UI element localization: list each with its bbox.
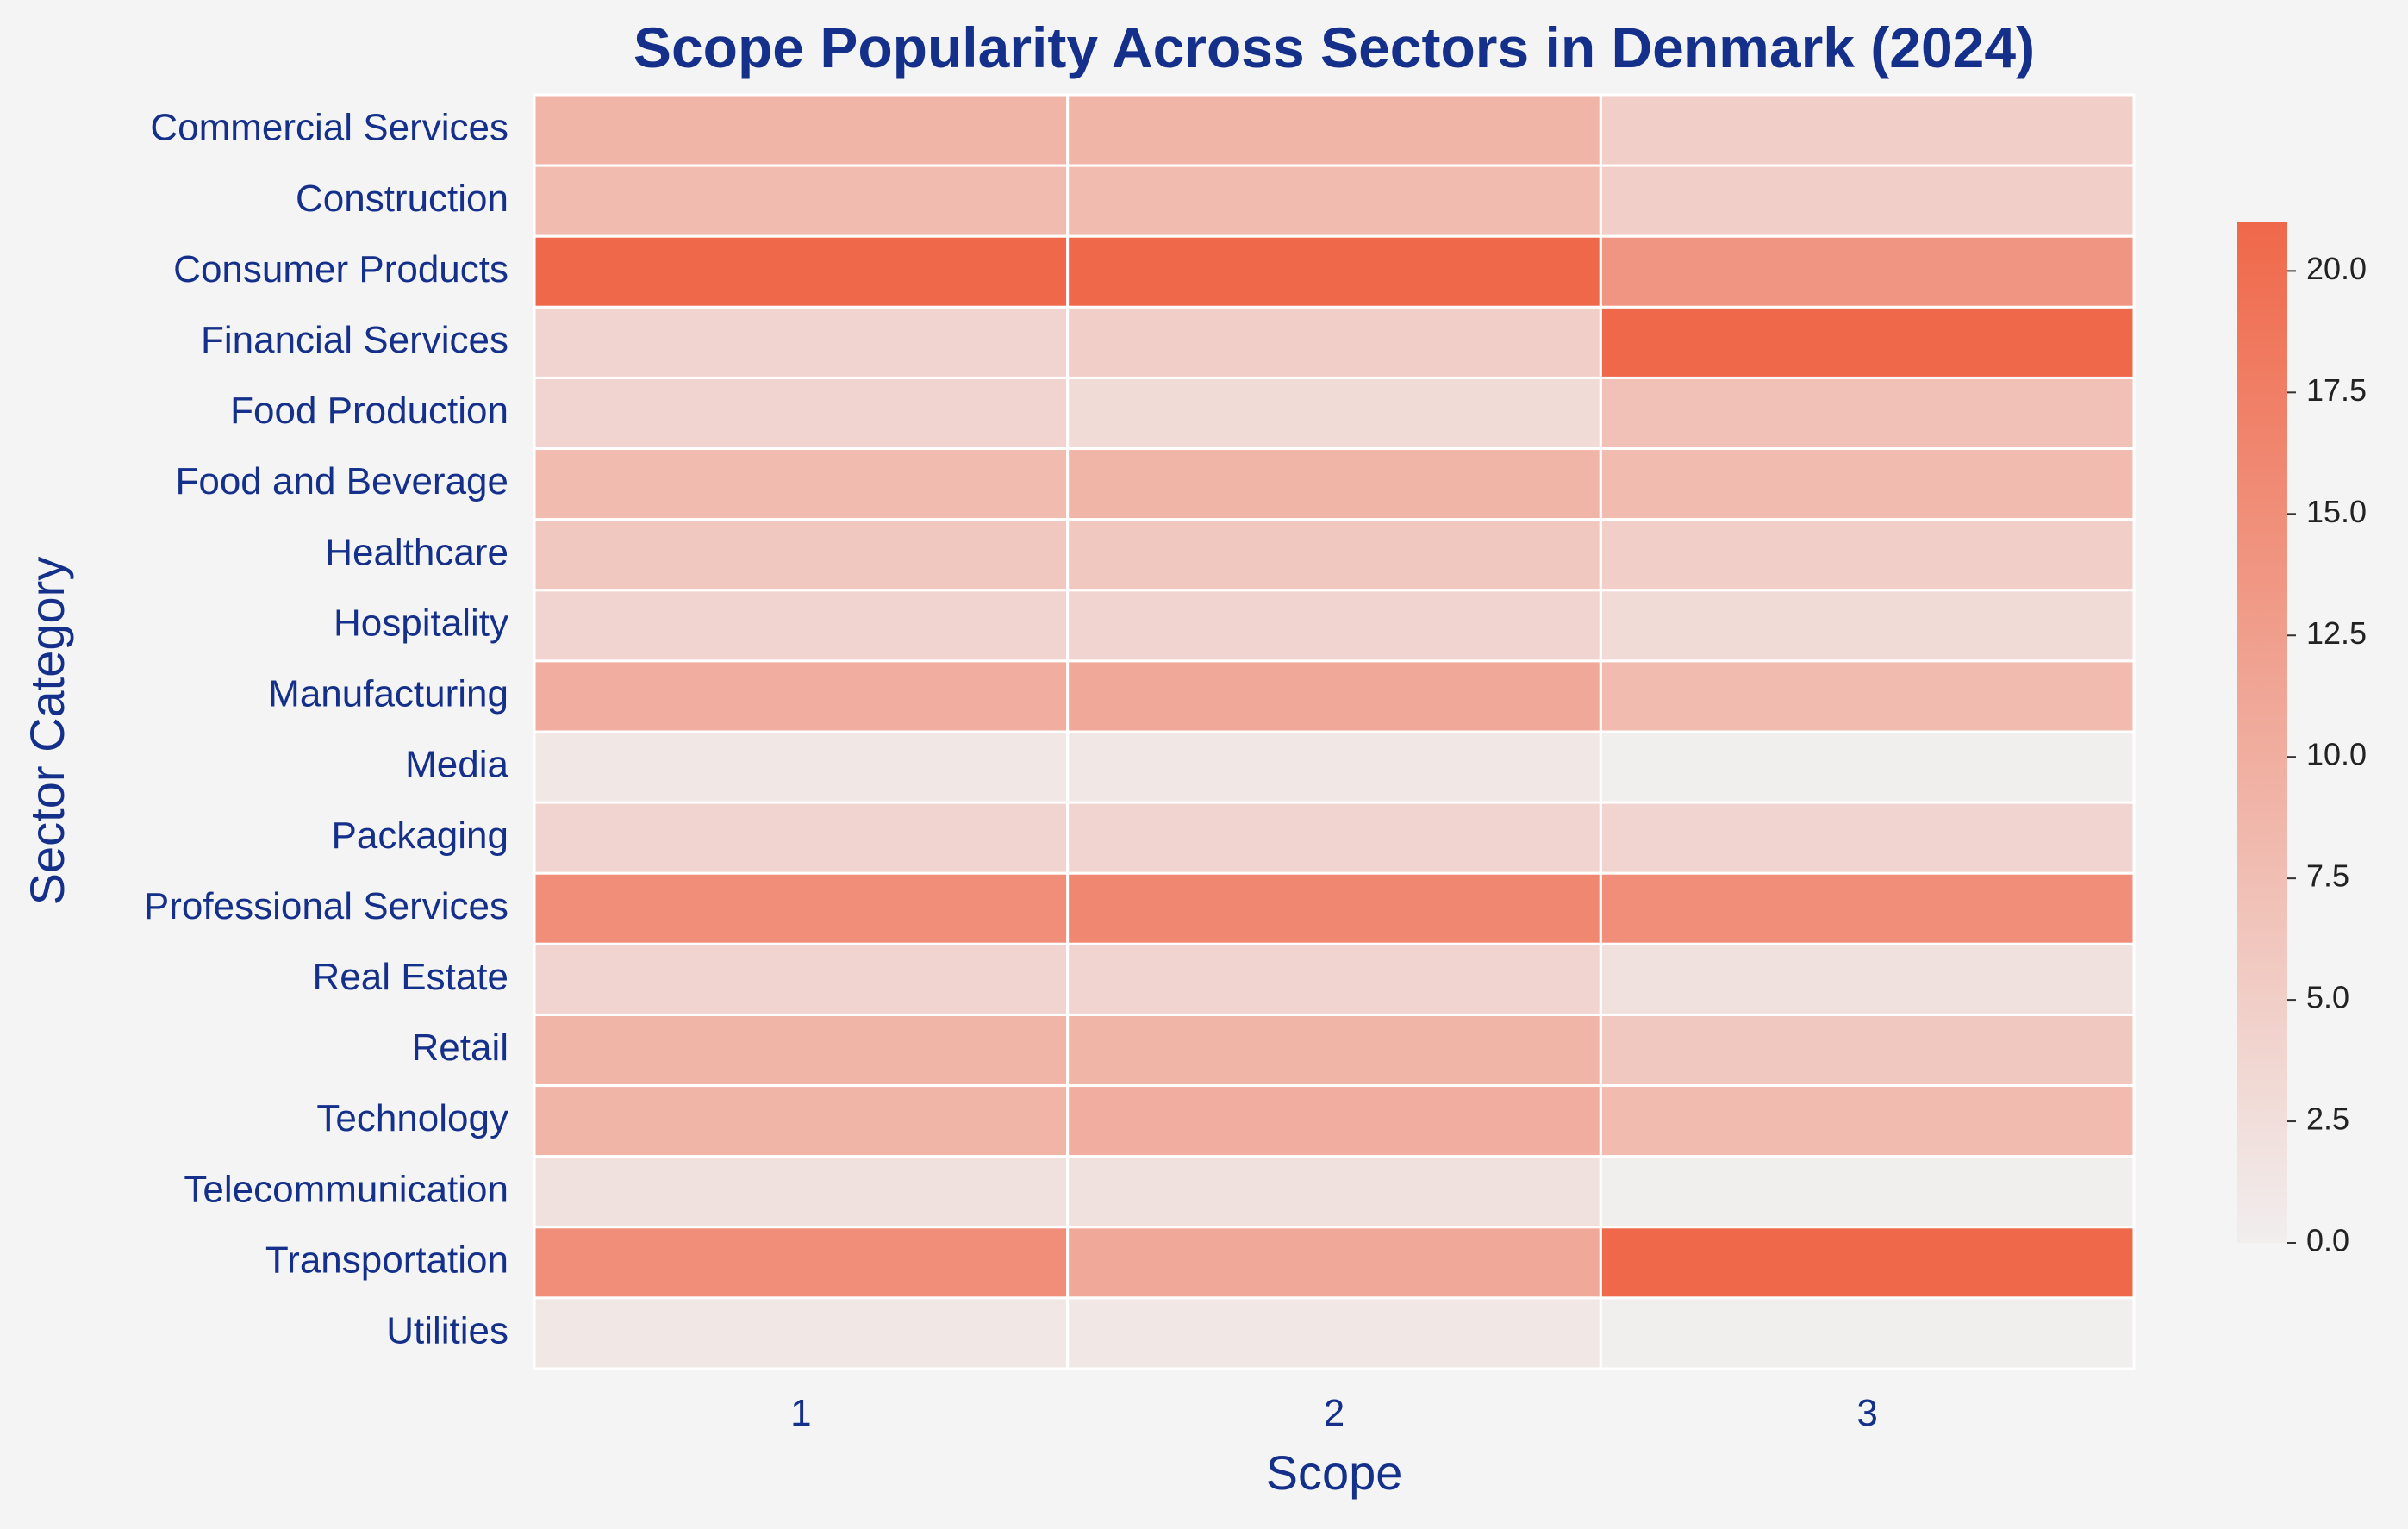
y-tick-label: Construction bbox=[296, 178, 508, 220]
heatmap-cell bbox=[1066, 659, 1602, 733]
y-tick-label: Financial Services bbox=[201, 319, 508, 361]
heatmap-cell bbox=[1599, 1013, 2136, 1088]
heatmap-cell bbox=[1599, 234, 2136, 309]
y-tick-label: Retail bbox=[412, 1027, 509, 1069]
x-tick-label: 1 bbox=[790, 1392, 811, 1434]
y-tick-label: Food Production bbox=[230, 390, 508, 432]
heatmap-cell bbox=[533, 518, 1070, 592]
heatmap-cell bbox=[1066, 305, 1602, 379]
heatmap-cell bbox=[1066, 1226, 1602, 1300]
heatmap-cell bbox=[1599, 589, 2136, 663]
chart-title: Scope Popularity Across Sectors in Denma… bbox=[633, 16, 2035, 79]
y-tick-label: Consumer Products bbox=[173, 248, 508, 290]
heatmap-cell bbox=[533, 1226, 1070, 1300]
heatmap-cell bbox=[1066, 589, 1602, 663]
heatmap-cell bbox=[1066, 1084, 1602, 1158]
heatmap-cells bbox=[533, 93, 2136, 1370]
heatmap-cell bbox=[1599, 1155, 2136, 1229]
heatmap-cell bbox=[533, 942, 1070, 1016]
colorbar-tick-label: 12.5 bbox=[2306, 615, 2367, 651]
y-tick-label: Food and Beverage bbox=[175, 460, 508, 502]
y-tick-label: Hospitality bbox=[334, 602, 508, 644]
heatmap-cell bbox=[533, 871, 1070, 945]
colorbar-tick-label: 2.5 bbox=[2306, 1102, 2349, 1137]
y-tick-label: Telecommunication bbox=[184, 1168, 508, 1210]
heatmap-cell bbox=[1599, 1296, 2136, 1370]
colorbar-gradient bbox=[2237, 222, 2287, 1243]
heatmap-cell bbox=[1599, 1226, 2136, 1300]
y-tick-labels: Commercial Services Construction Consumer … bbox=[144, 107, 509, 1352]
y-tick-label: Packaging bbox=[332, 814, 508, 857]
y-tick-label: Manufacturing bbox=[268, 673, 508, 715]
y-tick-label: Media bbox=[405, 744, 508, 786]
colorbar-tick-label: 0.0 bbox=[2306, 1223, 2349, 1258]
heatmap-cell bbox=[533, 1084, 1070, 1158]
heatmap-cell bbox=[1066, 871, 1602, 945]
y-tick-label: Technology bbox=[316, 1097, 508, 1139]
colorbar-tick-label: 5.0 bbox=[2306, 980, 2349, 1015]
y-tick-label: Professional Services bbox=[144, 885, 508, 927]
colorbar-tick-label: 17.5 bbox=[2306, 372, 2367, 408]
heatmap-cell bbox=[1599, 305, 2136, 379]
heatmap-cell bbox=[1599, 730, 2136, 804]
heatmap-cell bbox=[533, 164, 1070, 238]
x-tick-labels: 1 2 3 bbox=[790, 1392, 1878, 1434]
colorbar: 0.0 2.5 5.0 7.5 10.0 12.5 15.0 17.5 20.0 bbox=[2237, 222, 2367, 1258]
heatmap-cell bbox=[1066, 93, 1602, 167]
heatmap-cell bbox=[1599, 1084, 2136, 1158]
colorbar-tick-label: 10.0 bbox=[2306, 737, 2367, 772]
heatmap-cell bbox=[1066, 164, 1602, 238]
heatmap-cell bbox=[1066, 1013, 1602, 1088]
heatmap-cell bbox=[1066, 730, 1602, 804]
heatmap-cell bbox=[1066, 1155, 1602, 1229]
heatmap-cell bbox=[533, 589, 1070, 663]
heatmap-cell bbox=[533, 93, 1070, 167]
heatmap-cell bbox=[1599, 871, 2136, 945]
heatmap-cell bbox=[1599, 942, 2136, 1016]
heatmap-cell bbox=[533, 447, 1070, 521]
y-tick-label: Commercial Services bbox=[150, 107, 508, 149]
heatmap-cell bbox=[1066, 801, 1602, 875]
heatmap-cell bbox=[533, 1155, 1070, 1229]
x-tick-label: 3 bbox=[1856, 1392, 1877, 1434]
y-tick-label: Healthcare bbox=[325, 531, 508, 573]
heatmap-cell bbox=[533, 234, 1070, 309]
heatmap-cell bbox=[1066, 1296, 1602, 1370]
colorbar-tick-label: 7.5 bbox=[2306, 858, 2349, 894]
colorbar-tick-label: 15.0 bbox=[2306, 494, 2367, 529]
heatmap-cell bbox=[1599, 447, 2136, 521]
heatmap-cell bbox=[533, 801, 1070, 875]
heatmap-cell bbox=[533, 305, 1070, 379]
y-tick-label: Utilities bbox=[386, 1310, 508, 1352]
heatmap-cell bbox=[533, 1013, 1070, 1088]
heatmap-cell bbox=[1599, 164, 2136, 238]
heatmap-cell bbox=[1599, 376, 2136, 451]
x-axis-label: Scope bbox=[1266, 1445, 1403, 1500]
y-tick-label: Transportation bbox=[265, 1239, 508, 1281]
heatmap-cell bbox=[533, 659, 1070, 733]
heatmap-cell bbox=[1599, 518, 2136, 592]
heatmap-cell bbox=[1599, 659, 2136, 733]
heatmap-cell bbox=[1066, 942, 1602, 1016]
y-tick-label: Real Estate bbox=[313, 956, 508, 998]
x-tick-label: 2 bbox=[1324, 1392, 1344, 1434]
y-axis-label: Sector Category bbox=[20, 557, 74, 906]
colorbar-tick-label: 20.0 bbox=[2306, 251, 2367, 286]
heatmap-cell bbox=[533, 730, 1070, 804]
heatmap-cell bbox=[533, 1296, 1070, 1370]
heatmap-cell bbox=[533, 376, 1070, 451]
heatmap-cell bbox=[1066, 376, 1602, 451]
heatmap-cell bbox=[1599, 801, 2136, 875]
heatmap-cell bbox=[1066, 447, 1602, 521]
heatmap-cell bbox=[1066, 234, 1602, 309]
heatmap-cell bbox=[1066, 518, 1602, 592]
heatmap-cell bbox=[1599, 93, 2136, 167]
